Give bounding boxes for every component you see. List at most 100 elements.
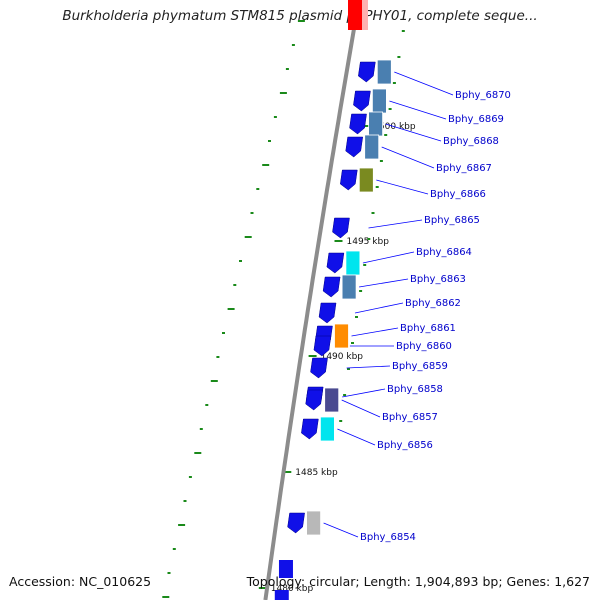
inner-tick	[384, 134, 388, 136]
inner-tick	[355, 316, 358, 318]
cds-arrow	[340, 169, 358, 191]
feature-box	[306, 510, 322, 536]
outer-tick	[250, 212, 254, 214]
outer-tick	[162, 596, 170, 598]
feature-box	[364, 134, 380, 160]
cds-arrow	[353, 90, 371, 112]
cds-arrow	[301, 418, 319, 440]
scale-tick	[258, 587, 267, 589]
inner-tick	[401, 30, 405, 32]
label-leader	[385, 123, 442, 142]
outer-tick	[273, 116, 277, 118]
feature-box	[368, 111, 384, 137]
scale-label: 1480 kbp	[271, 584, 314, 594]
cds-arrow	[326, 252, 345, 274]
feature-box	[376, 59, 392, 85]
top-feature-marker-edge	[362, 0, 368, 30]
inner-tick	[388, 108, 392, 110]
label-leader	[359, 278, 409, 288]
outer-tick	[199, 428, 203, 430]
inner-tick	[351, 342, 354, 344]
scale-label: 1490 kbp	[321, 352, 364, 362]
gene-label[interactable]: Bphy_6858	[387, 384, 443, 395]
gene-label[interactable]: Bphy_6865	[424, 215, 480, 226]
outer-tick	[227, 308, 235, 310]
label-leader	[362, 251, 415, 264]
gene-label[interactable]: Bphy_6856	[377, 440, 433, 451]
feature-box	[358, 167, 374, 193]
feature-box	[324, 387, 340, 413]
label-leader	[381, 146, 435, 169]
cds-arrow	[322, 276, 341, 298]
cds-arrow	[345, 136, 364, 158]
scale-label: 1485 kbp	[295, 468, 338, 478]
cds-arrow	[358, 61, 376, 83]
inner-tick	[375, 186, 379, 188]
label-leader	[337, 428, 376, 446]
outer-tick	[268, 140, 271, 142]
outer-tick	[216, 356, 220, 358]
scale-tick	[283, 471, 292, 473]
outer-tick	[256, 188, 260, 190]
gene-label[interactable]: Bphy_6868	[443, 136, 499, 147]
gene-labels: Bphy_6870 Bphy_6869 Bphy_6868 Bphy_6867 Bphy…	[360, 90, 511, 543]
inner-tick	[367, 238, 371, 240]
genome-backbone	[263, 0, 368, 600]
scale-tick	[308, 355, 317, 357]
gene-label[interactable]: Bphy_6866	[430, 189, 486, 200]
feature-box	[334, 323, 349, 349]
label-leaders	[323, 71, 454, 538]
gene-label[interactable]: Bphy_6863	[410, 274, 466, 285]
cds-arrow	[310, 357, 328, 379]
outer-tick	[291, 44, 295, 46]
gene-features	[274, 59, 392, 600]
cds-arrow	[332, 217, 350, 239]
outer-tick	[210, 380, 218, 382]
gene-label[interactable]: Bphy_6860	[396, 341, 452, 352]
inner-tick	[392, 82, 396, 84]
gene-label[interactable]: Bphy_6862	[405, 298, 461, 309]
outer-tick	[222, 332, 225, 334]
label-leader	[389, 100, 447, 120]
gene-label[interactable]: Bphy_6854	[360, 532, 416, 543]
label-leader	[376, 179, 429, 195]
outer-tick	[172, 548, 176, 550]
cds-arrow	[305, 389, 323, 411]
cds-arrow	[318, 302, 337, 324]
outer-tick	[262, 164, 270, 166]
outer-tick	[167, 572, 171, 574]
inner-tick	[397, 56, 401, 58]
gene-label[interactable]: Bphy_6861	[400, 323, 456, 334]
topology-text: Topology: circular; Length: 1,904,893 bp…	[246, 574, 590, 589]
outer-tick	[183, 500, 187, 502]
outer-tick	[285, 68, 289, 70]
cds-arrow-partial	[274, 590, 289, 600]
inner-tick	[347, 368, 350, 370]
label-leader	[341, 399, 381, 418]
gene-label[interactable]: Bphy_6859	[392, 361, 448, 372]
feature-box	[319, 416, 335, 442]
scale-label: 1495 kbp	[347, 237, 390, 247]
gene-label[interactable]: Bphy_6857	[382, 412, 438, 423]
scale-tick	[361, 125, 370, 127]
outer-tick	[233, 284, 237, 286]
feature-box	[341, 274, 357, 300]
label-leader	[394, 71, 454, 96]
label-leader	[342, 388, 386, 398]
outer-tick	[244, 236, 252, 238]
gene-label[interactable]: Bphy_6867	[436, 163, 492, 174]
feature-box	[345, 250, 361, 276]
outer-tick	[188, 476, 192, 478]
label-leader	[346, 365, 391, 369]
inner-tick	[359, 290, 363, 292]
outer-tick	[239, 260, 242, 262]
gene-label[interactable]: Bphy_6864	[416, 247, 472, 258]
accession-text: Accession: NC_010625	[9, 574, 152, 589]
gene-label[interactable]: Bphy_6869	[448, 114, 504, 125]
gene-label[interactable]: Bphy_6870	[455, 90, 511, 101]
cds-arrow	[349, 113, 367, 135]
inner-tick	[379, 160, 383, 162]
label-leader	[351, 327, 399, 337]
map-title: Burkholderia phymatum STM815 plasmid pBP…	[62, 8, 538, 24]
